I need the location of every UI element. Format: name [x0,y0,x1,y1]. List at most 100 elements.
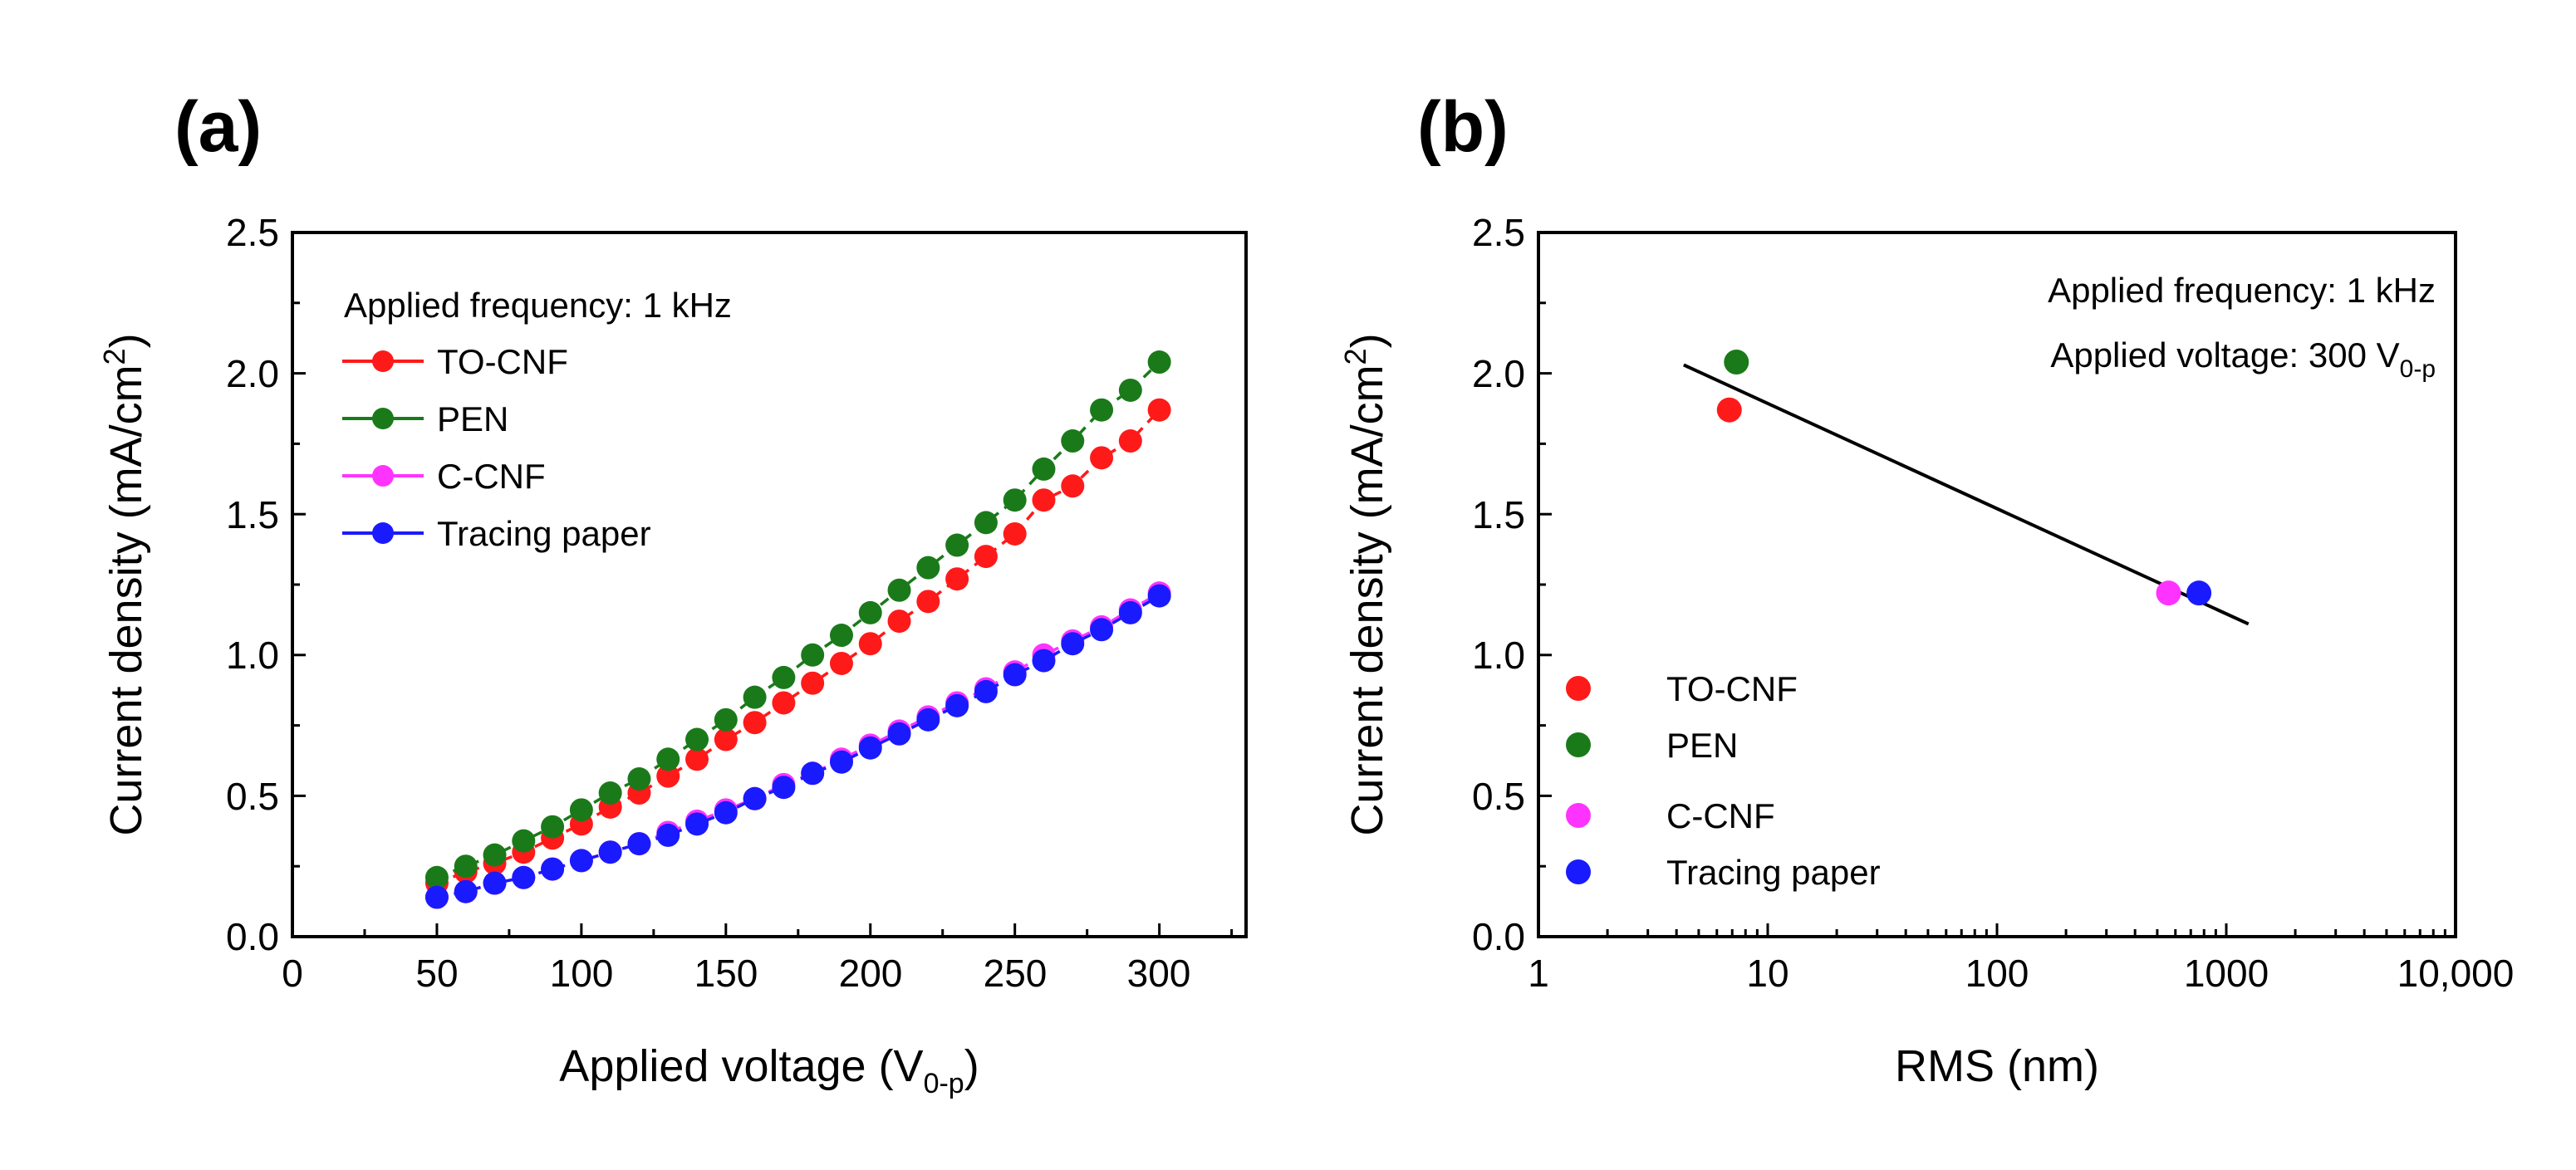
panel-b-label: (b) [1417,87,1509,167]
data-point-tracing-paper [974,679,998,703]
panel-b-y-tick-labels: 0.0 0.5 1.0 1.5 2.0 2.5 [1472,211,1525,958]
legend-marker-tracing-paper [372,522,394,544]
data-point-to-cnf [1032,488,1056,512]
data-point-tracing-paper [541,857,565,881]
data-point-pen [974,511,998,535]
x-tick-label: 50 [415,952,458,995]
panel-a-annotation: Applied frequency: 1 kHz [344,286,732,325]
legend-label-pen: PEN [437,399,508,438]
panel-a-x-axis-title: Applied voltage (V0-p) [559,1041,979,1099]
data-point-to-cnf [1716,397,1742,423]
data-point-to-cnf [714,727,738,751]
legend-label-tracing-paper: Tracing paper [437,514,651,553]
data-point-pen [454,854,478,879]
data-point-tracing-paper [801,761,825,786]
data-point-to-cnf [1090,446,1114,470]
x-tick-label: 250 [984,952,1048,995]
data-point-to-cnf [685,747,709,771]
data-point-to-cnf [887,609,911,634]
legend-label-tracing-paper: Tracing paper [1666,853,1881,892]
fit-line [1683,363,2250,626]
data-point-tracing-paper [714,800,738,825]
panel-a-series [424,350,1171,909]
data-point-tracing-paper [743,786,767,810]
data-point-pen [1724,350,1749,375]
data-point-tracing-paper [483,871,507,895]
data-point-tracing-paper [916,707,940,732]
data-point-pen [801,643,825,667]
x-tick-label: 0 [282,952,303,995]
y-tick-label: 1.5 [1472,493,1525,536]
data-point-to-cnf [801,671,825,695]
data-point-pen [1032,457,1056,481]
data-point-tracing-paper [1061,632,1085,656]
panel-a-legend: TO-CNF PEN C-CNF Tracing paper [342,342,651,553]
legend-marker-c-cnf [372,465,394,487]
x-tick-label: 10 [1746,952,1788,995]
legend-label-to-cnf: TO-CNF [1666,669,1798,708]
data-point-pen [743,685,767,709]
data-point-pen [627,767,651,791]
panel-b-annotation-frequency: Applied frequency: 1 kHz [2048,271,2436,310]
y-tick-label: 0.5 [226,775,279,818]
series-c-cnf [424,581,1171,909]
data-point-tracing-paper [512,865,536,889]
data-point-tracing-paper [858,736,882,760]
y-tick-label: 1.0 [1472,634,1525,677]
data-point-pen [483,843,507,867]
panel-a: (a) 0 50 100 150 200 250 300 0.0 0.5 1.0… [97,87,1248,1099]
legend-label-pen: PEN [1666,726,1738,765]
y-tick-label: 2.0 [1472,352,1525,395]
data-point-tracing-paper [685,812,709,836]
data-point-pen [1147,350,1171,374]
legend-marker-pen [1566,732,1591,757]
panel-b-x-ticks [1537,923,2457,937]
data-point-tracing-paper [945,693,969,717]
data-point-c-cnf [2156,580,2181,606]
data-point-pen [829,624,853,648]
data-point-pen [916,556,940,580]
data-point-to-cnf [772,691,796,715]
panel-b-x-tick-labels: 1 10 100 1000 10,000 [1528,952,2514,995]
data-point-to-cnf [858,632,882,656]
data-point-tracing-paper [829,750,853,774]
data-point-pen [424,865,449,889]
data-point-tracing-paper [656,823,680,847]
panel-b: (b) 1 10 100 1000 10,000 0.0 0.5 1.0 1.5… [1338,87,2514,1091]
panel-b-y-ticks [1538,231,1552,938]
x-tick-label: 10,000 [2397,952,2515,995]
data-point-tracing-paper [454,879,478,903]
data-point-to-cnf [1147,398,1171,422]
panel-b-series [1683,350,2250,626]
panel-a-x-ticks [291,923,1234,937]
legend-marker-tracing-paper [1566,859,1591,884]
panel-a-y-ticks [292,231,306,938]
y-tick-label: 1.5 [226,493,279,536]
panel-a-label: (a) [174,87,262,167]
data-point-tracing-paper [1003,663,1027,687]
series-line-pen [436,360,1160,879]
data-point-to-cnf [743,711,767,735]
data-point-tracing-paper [1032,649,1056,673]
legend-label-to-cnf: TO-CNF [437,342,568,381]
data-point-tracing-paper [2186,580,2212,606]
data-point-pen [541,815,565,839]
panel-b-annotation-voltage: Applied voltage: 300 V0-p [2050,335,2436,383]
data-point-pen [887,578,911,602]
legend-label-c-cnf: C-CNF [437,457,546,496]
data-point-to-cnf [916,590,940,614]
data-point-pen [598,781,622,805]
y-tick-label: 0.0 [1472,915,1525,958]
data-point-tracing-paper [598,840,622,864]
y-tick-label: 1.0 [226,634,279,677]
y-tick-label: 0.0 [226,915,279,958]
series-line-c-cnf [436,591,1160,899]
legend-marker-to-cnf [1566,676,1591,701]
panel-b-y-axis-title: Current density (mA/cm2) [1338,333,1392,835]
x-tick-label: 1 [1528,952,1549,995]
data-point-pen [656,747,680,771]
y-tick-label: 2.5 [226,211,279,254]
data-point-pen [1003,488,1027,512]
data-point-tracing-paper [1147,584,1171,608]
